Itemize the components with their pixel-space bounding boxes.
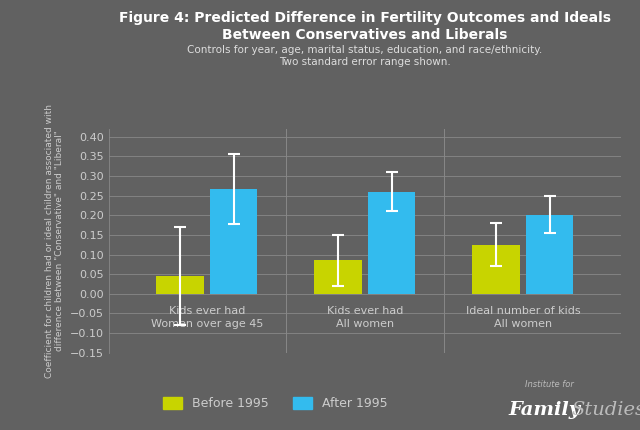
Text: Controls for year, age, marital status, education, and race/ethnicity.: Controls for year, age, marital status, … bbox=[187, 45, 543, 55]
Bar bbox=[210, 189, 257, 294]
Text: Between Conservatives and Liberals: Between Conservatives and Liberals bbox=[222, 28, 508, 42]
Text: Women over age 45: Women over age 45 bbox=[150, 319, 263, 329]
Bar bbox=[472, 245, 520, 294]
Y-axis label: Coefficient for children had or ideal children associated with
difference betwee: Coefficient for children had or ideal ch… bbox=[45, 104, 65, 378]
Text: Kids ever had: Kids ever had bbox=[326, 306, 403, 316]
Text: Kids ever had: Kids ever had bbox=[168, 306, 245, 316]
Text: Studies: Studies bbox=[572, 401, 640, 419]
Bar bbox=[368, 192, 415, 294]
Legend: Before 1995, After 1995: Before 1995, After 1995 bbox=[158, 392, 392, 415]
Text: All women: All women bbox=[494, 319, 552, 329]
Bar bbox=[314, 261, 362, 294]
Bar bbox=[156, 276, 204, 294]
Text: Two standard error range shown.: Two standard error range shown. bbox=[279, 57, 451, 67]
Text: All women: All women bbox=[336, 319, 394, 329]
Text: Family: Family bbox=[509, 401, 581, 419]
Text: Ideal number of kids: Ideal number of kids bbox=[465, 306, 580, 316]
Text: Institute for: Institute for bbox=[525, 380, 573, 389]
Bar bbox=[526, 215, 573, 294]
Text: Figure 4: Predicted Difference in Fertility Outcomes and Ideals: Figure 4: Predicted Difference in Fertil… bbox=[119, 11, 611, 25]
